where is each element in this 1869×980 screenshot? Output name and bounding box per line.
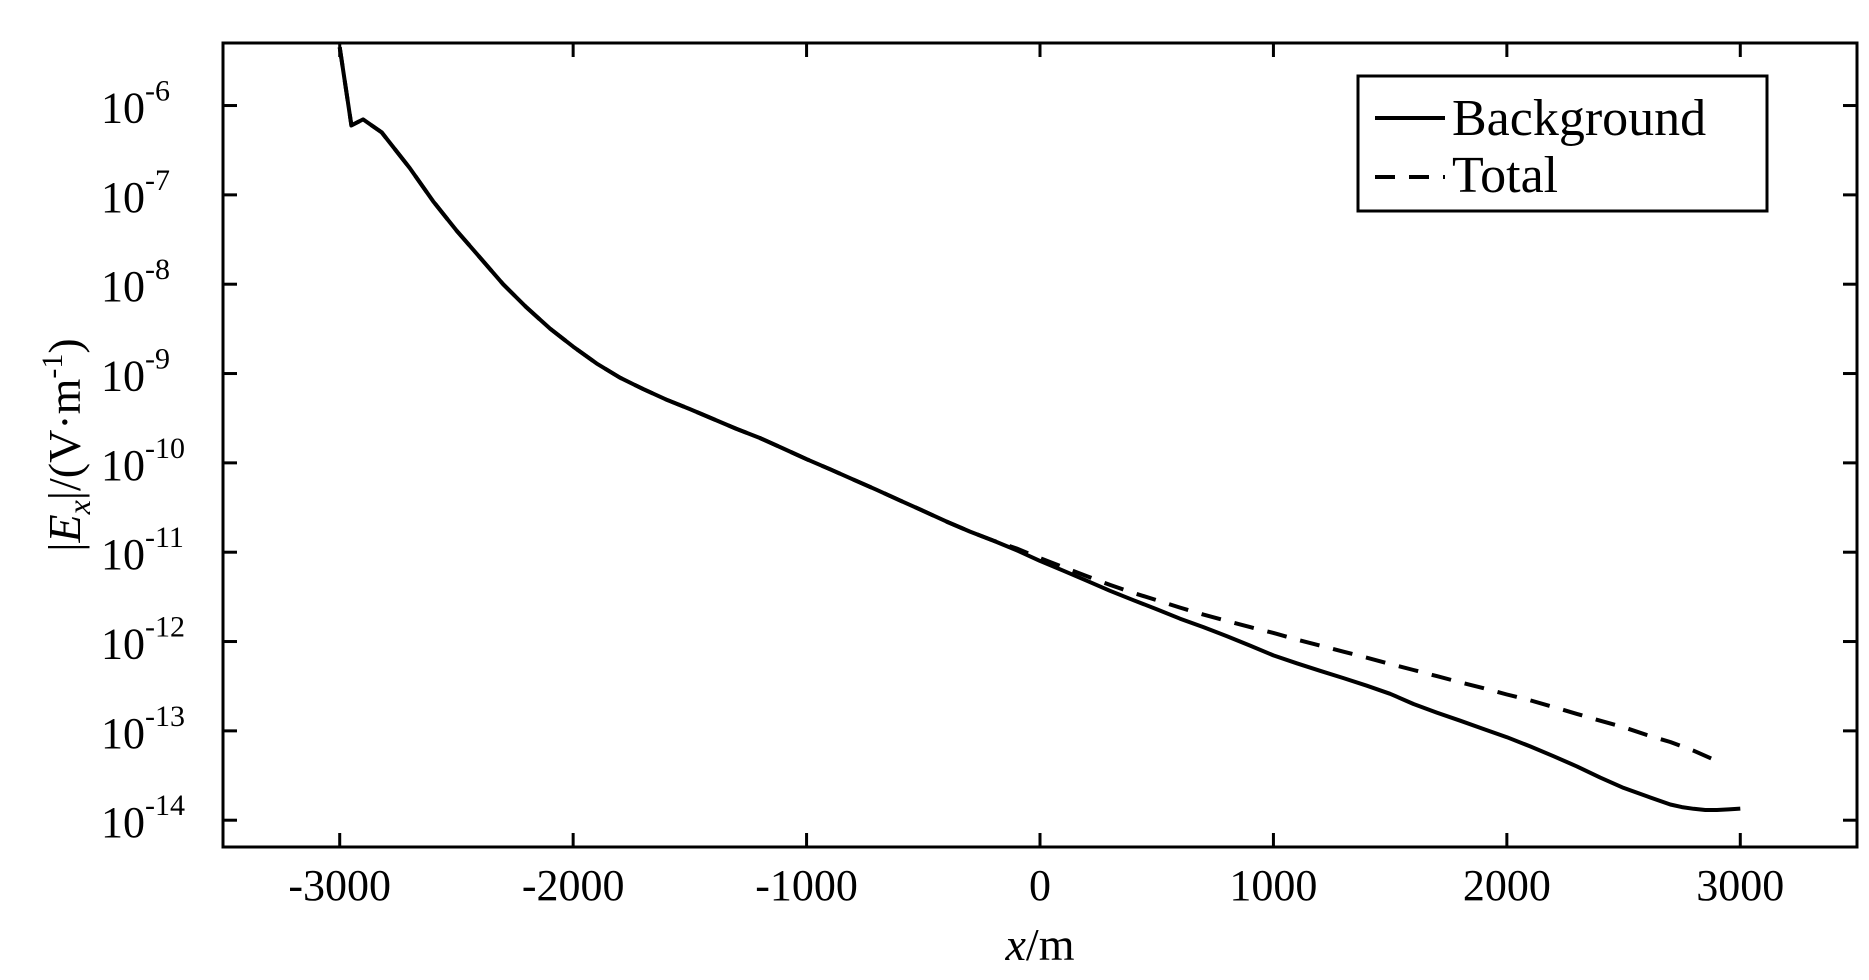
x-tick-label: 2000 xyxy=(1463,861,1551,910)
y-tick-label: 10-12 xyxy=(101,611,185,669)
y-tick-exponent: -6 xyxy=(145,75,170,108)
y-tick-label: 10-9 xyxy=(101,343,170,401)
x-tick-label: 1000 xyxy=(1229,861,1317,910)
y-axis-open: | xyxy=(39,543,90,552)
y-tick-base: 10 xyxy=(101,530,145,579)
y-tick-label: 10-7 xyxy=(101,164,170,222)
y-axis-unit-end: ) xyxy=(39,338,90,353)
y-tick-base: 10 xyxy=(101,262,145,311)
legend-label-background: Background xyxy=(1452,90,1706,147)
y-tick-base: 10 xyxy=(101,798,145,847)
y-tick-base: 10 xyxy=(101,352,145,401)
y-axis-unit: |/(V·m xyxy=(39,378,90,500)
y-tick-base: 10 xyxy=(101,709,145,758)
y-tick-exponent: -8 xyxy=(145,253,170,286)
y-tick-exponent: -9 xyxy=(145,343,170,376)
y-tick-base: 10 xyxy=(101,441,145,490)
y-tick-label: 10-6 xyxy=(101,75,170,133)
y-axis-subscript: x xyxy=(61,500,97,515)
y-tick-label: 10-11 xyxy=(101,521,184,579)
x-tick-label: -1000 xyxy=(755,861,858,910)
y-tick-label: 10-14 xyxy=(101,789,185,847)
x-axis-unit: /m xyxy=(1026,919,1075,970)
y-tick-label: 10-10 xyxy=(101,432,185,490)
y-axis-label: |Ex|/(V·m-1) xyxy=(36,338,97,552)
y-tick-label: 10-13 xyxy=(101,700,185,758)
x-axis-variable: x xyxy=(1005,919,1027,970)
y-axis-variable: E xyxy=(39,514,90,543)
y-tick-exponent: -7 xyxy=(145,164,170,197)
legend-box xyxy=(1356,74,1769,213)
y-tick-exponent: -13 xyxy=(145,700,185,733)
legend-label-total: Total xyxy=(1452,147,1558,204)
x-tick-label: -2000 xyxy=(522,861,625,910)
x-tick-label: 3000 xyxy=(1696,861,1784,910)
series-layer xyxy=(337,46,1741,812)
y-tick-exponent: -11 xyxy=(145,521,184,554)
x-tick-label: 0 xyxy=(1029,861,1051,910)
y-tick-exponent: -10 xyxy=(145,432,185,465)
y-tick-exponent: -14 xyxy=(145,789,185,822)
x-axis-label: x/m xyxy=(1005,919,1075,970)
y-tick-exponent: -12 xyxy=(145,611,185,644)
ticks-layer: -3000 -2000 -1000 0 1000 2000 300010-610-710-8… xyxy=(101,43,1857,910)
x-tick-label: -3000 xyxy=(288,861,391,910)
legend: Background Total xyxy=(1356,74,1769,213)
y-tick-base: 10 xyxy=(101,84,145,133)
y-tick-base: 10 xyxy=(101,173,145,222)
y-tick-label: 10-8 xyxy=(101,253,170,311)
y-axis-unit-exponent: -1 xyxy=(36,354,69,379)
series-line-total xyxy=(337,46,1718,763)
y-tick-base: 10 xyxy=(101,620,145,669)
